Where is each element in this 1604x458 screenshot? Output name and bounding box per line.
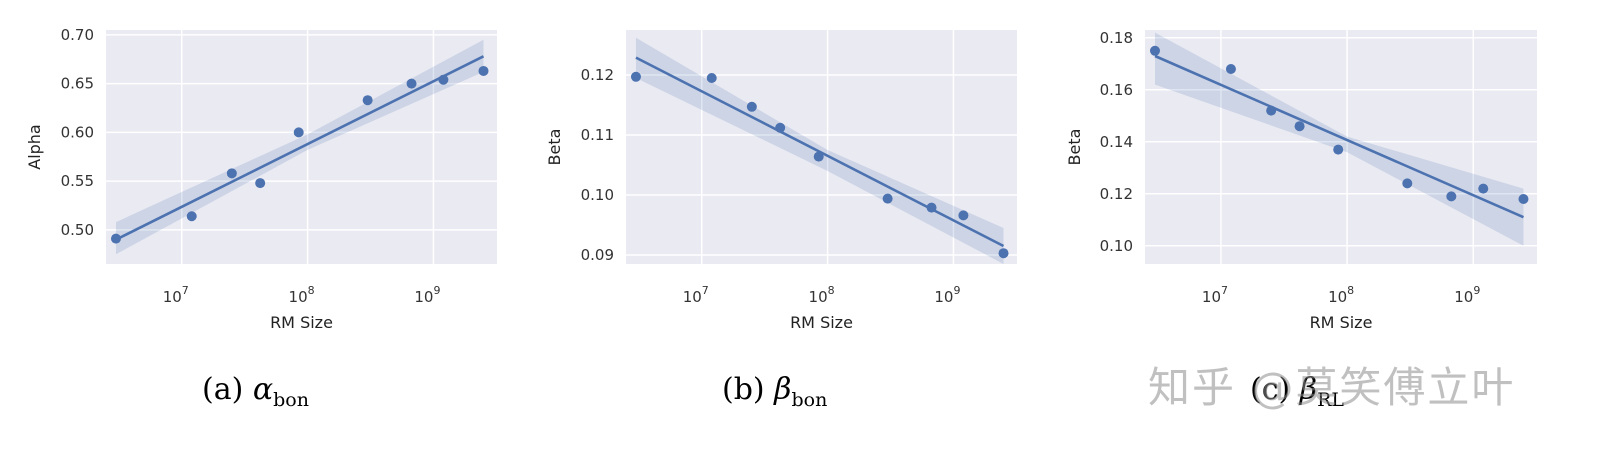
y-tick-label: 0.16 bbox=[1100, 81, 1133, 99]
data-point bbox=[1478, 183, 1489, 194]
x-tick-label: 109 bbox=[414, 284, 440, 306]
y-tick-label: 0.60 bbox=[61, 123, 94, 141]
confidence-band bbox=[1154, 32, 1524, 246]
x-axis-label: RM Size bbox=[790, 313, 853, 332]
panel-0: 0.50 0.55 0.60 0.65 0.70 107 108 109 RM Size Alph… bbox=[25, 26, 497, 332]
y-tick-label: 0.55 bbox=[61, 172, 94, 190]
caption-b-symbol: β bbox=[774, 372, 792, 407]
y-axis-label: Beta bbox=[545, 129, 564, 166]
data-point bbox=[882, 193, 893, 204]
y-axis-label: Beta bbox=[1065, 129, 1084, 166]
y-axis-label: Alpha bbox=[25, 124, 44, 170]
data-point bbox=[1225, 64, 1236, 74]
x-tick-label: 107 bbox=[163, 284, 189, 306]
y-tick-label: 0.50 bbox=[61, 221, 94, 239]
data-point bbox=[1402, 178, 1413, 189]
x-axis-label: RM Size bbox=[1310, 313, 1373, 332]
data-point bbox=[706, 73, 717, 83]
x-tick-label: 107 bbox=[683, 284, 709, 306]
caption-c: (c) βRL bbox=[1250, 372, 1344, 411]
watermark: 知乎 @莫笑傅立叶 bbox=[1148, 363, 1516, 412]
caption-c-subscript: RL bbox=[1317, 389, 1345, 411]
caption-b-subscript: bon bbox=[791, 389, 828, 411]
y-tick-label: 0.65 bbox=[61, 75, 94, 93]
data-point bbox=[226, 168, 237, 179]
x-tick-label: 109 bbox=[1454, 284, 1480, 306]
y-tick-label: 0.12 bbox=[581, 66, 614, 84]
y-tick-label: 0.12 bbox=[1100, 185, 1133, 203]
x-tick-label: 107 bbox=[1202, 284, 1228, 306]
panel-1: 0.09 0.10 0.11 0.12 107 108 109 RM Size Beta bbox=[545, 30, 1017, 332]
y-tick-label: 0.09 bbox=[581, 246, 614, 264]
regression-line bbox=[1154, 54, 1524, 219]
data-point bbox=[746, 101, 757, 112]
regression-line bbox=[115, 55, 485, 241]
caption-c-prefix: (c) bbox=[1250, 372, 1291, 407]
caption-b-prefix: (b) bbox=[722, 372, 765, 407]
plot-area bbox=[626, 30, 1017, 264]
y-tick-label: 0.14 bbox=[1100, 133, 1133, 151]
y-tick-label: 0.18 bbox=[1100, 29, 1133, 47]
x-tick-label: 109 bbox=[934, 284, 960, 306]
caption-c-symbol: β bbox=[1299, 372, 1318, 407]
caption-b: (b) βbon bbox=[722, 372, 827, 411]
data-point bbox=[1446, 191, 1457, 202]
caption-a-symbol: α bbox=[252, 372, 274, 407]
y-tick-label: 0.10 bbox=[1100, 237, 1133, 255]
data-point bbox=[813, 151, 824, 162]
caption-a-prefix: (a) bbox=[202, 372, 244, 407]
data-point bbox=[926, 202, 937, 213]
caption-a-subscript: bon bbox=[273, 389, 309, 411]
data-point bbox=[293, 127, 304, 138]
x-tick-label: 108 bbox=[289, 284, 315, 306]
data-point bbox=[1294, 121, 1305, 132]
data-point bbox=[1518, 194, 1529, 204]
data-point bbox=[186, 211, 197, 222]
caption-a: (a) αbon bbox=[202, 372, 309, 411]
y-tick-label: 0.70 bbox=[61, 26, 94, 44]
data-point bbox=[438, 74, 449, 85]
data-point bbox=[775, 122, 786, 133]
y-tick-label: 0.10 bbox=[581, 186, 614, 204]
panel-2: 0.10 0.12 0.14 0.16 0.18 107 108 109 RM Size Beta bbox=[1065, 29, 1537, 332]
data-point bbox=[478, 65, 489, 76]
y-tick-label: 0.11 bbox=[581, 126, 614, 144]
data-point bbox=[362, 95, 373, 106]
data-point bbox=[110, 233, 121, 244]
data-point bbox=[255, 178, 266, 189]
data-point bbox=[406, 78, 417, 89]
data-point bbox=[958, 210, 969, 221]
data-point bbox=[1333, 144, 1344, 155]
x-tick-label: 108 bbox=[1328, 284, 1354, 306]
x-axis-label: RM Size bbox=[270, 313, 333, 332]
x-tick-label: 108 bbox=[809, 284, 835, 306]
data-point bbox=[998, 248, 1009, 259]
data-point bbox=[630, 71, 641, 82]
data-point bbox=[1149, 45, 1160, 56]
data-point bbox=[1266, 105, 1277, 116]
